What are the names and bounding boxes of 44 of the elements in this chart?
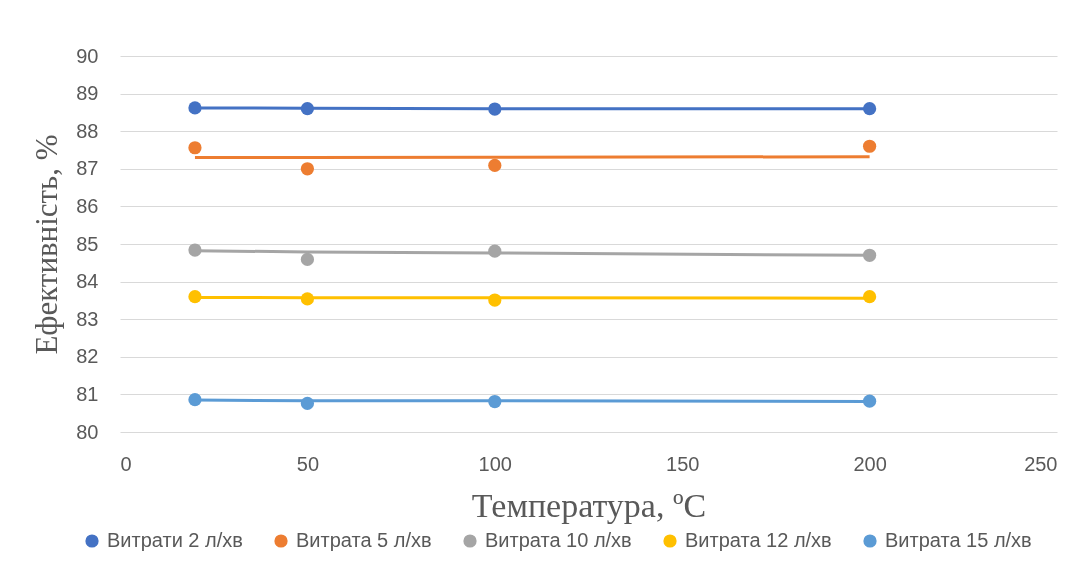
legend-label: Витрати 2 л/хв bbox=[107, 529, 243, 551]
y-tick-label: 81 bbox=[76, 382, 99, 405]
legend-label: Витрата 5 л/хв bbox=[296, 529, 432, 551]
point bbox=[862, 394, 877, 408]
point bbox=[488, 244, 502, 258]
y-tick-label: 80 bbox=[76, 420, 99, 443]
point bbox=[300, 252, 315, 267]
y-axis-title: Ефективність, % bbox=[29, 134, 65, 355]
y-tick-label: 89 bbox=[76, 82, 99, 105]
y-tick-label: 86 bbox=[76, 194, 99, 217]
y-tick-label: 85 bbox=[76, 232, 99, 255]
y-tick-label: 82 bbox=[76, 345, 99, 368]
point bbox=[488, 102, 502, 116]
x-tick-label: 50 bbox=[296, 452, 320, 475]
point bbox=[300, 396, 315, 411]
x-axis-title: Температура, ºC bbox=[471, 486, 707, 524]
y-tick-label: 84 bbox=[76, 270, 99, 293]
x-tick-label: 100 bbox=[478, 452, 512, 475]
point bbox=[488, 293, 502, 307]
point bbox=[188, 393, 202, 407]
point bbox=[188, 243, 202, 257]
point bbox=[300, 102, 315, 116]
point bbox=[188, 290, 202, 304]
point bbox=[862, 102, 877, 116]
point bbox=[188, 101, 202, 115]
x-tick-label: 250 bbox=[1024, 452, 1058, 475]
point bbox=[488, 394, 502, 409]
point bbox=[488, 158, 502, 173]
point bbox=[188, 141, 202, 155]
y-tick-label: 90 bbox=[76, 44, 99, 67]
point bbox=[862, 248, 877, 262]
x-tick-label: 200 bbox=[853, 452, 887, 475]
legend-label: Витрата 15 л/хв bbox=[885, 529, 1032, 551]
point bbox=[300, 292, 315, 306]
y-tick-label: 87 bbox=[76, 157, 99, 180]
x-tick-label: 0 bbox=[120, 452, 132, 475]
point bbox=[862, 139, 877, 153]
x-tick-label: 150 bbox=[666, 452, 700, 475]
y-tick-label: 83 bbox=[76, 307, 99, 330]
y-tick-label: 88 bbox=[76, 119, 99, 142]
point bbox=[862, 290, 877, 304]
legend-label: Витрата 10 л/хв bbox=[485, 529, 632, 551]
legend-label: Витрата 12 л/хв bbox=[685, 529, 832, 551]
point bbox=[300, 162, 315, 176]
